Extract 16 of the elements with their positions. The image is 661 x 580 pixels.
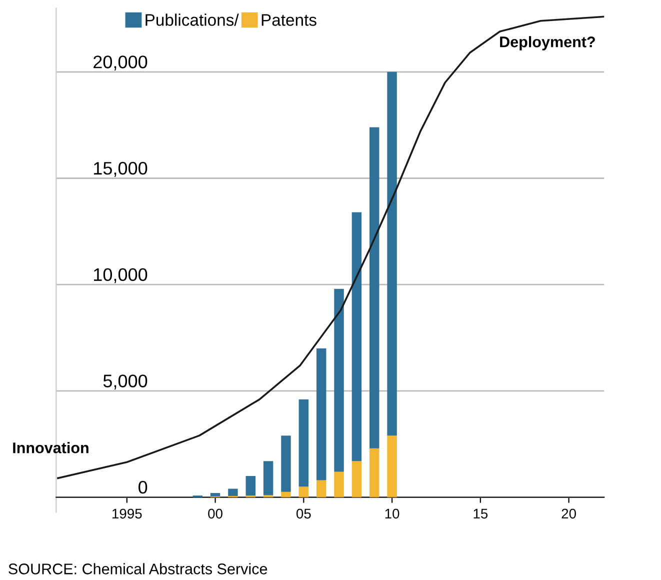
y-tick-label: 15,000: [94, 162, 148, 177]
x-tick-label: 10: [385, 508, 400, 519]
legend-label: Publications/: [146, 14, 239, 26]
x-tick-label: 20: [562, 508, 576, 519]
annotation: Deployment?: [500, 36, 595, 50]
legend-label: Patents: [262, 14, 316, 26]
x-tick-label: 05: [296, 508, 311, 519]
x-tick-label: 15: [474, 508, 488, 519]
y-tick-label: 20,000: [94, 56, 148, 70]
y-tick-label: 10,000: [94, 268, 148, 284]
x-tick-label: 1995: [112, 508, 142, 519]
annotation: Innovation: [13, 442, 88, 454]
y-tick-label: 5,000: [103, 374, 148, 390]
source-note: SOURCE: Chemical Abstracts Service: [8, 563, 268, 574]
x-tick-label: 00: [208, 508, 222, 519]
y-tick-label: 0: [138, 480, 148, 494]
